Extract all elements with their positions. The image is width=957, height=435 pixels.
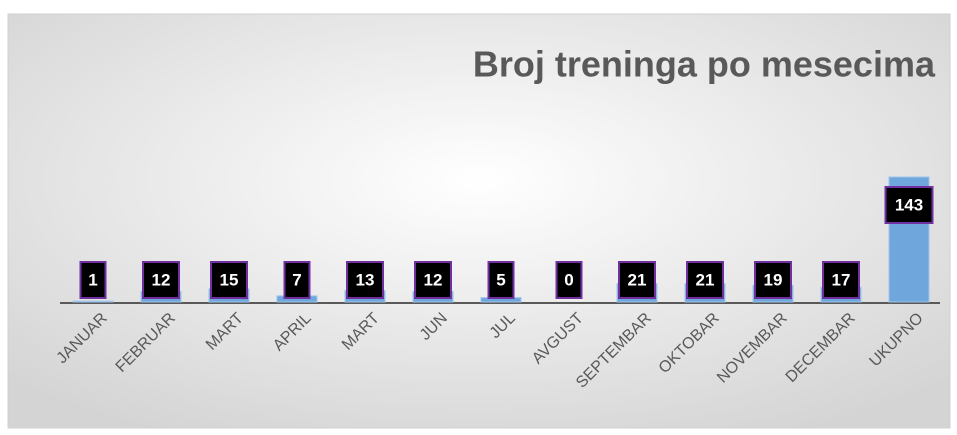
data-label: 17	[832, 270, 851, 289]
data-label: 7	[292, 270, 301, 289]
data-label-box	[618, 261, 656, 299]
data-label-box	[210, 261, 248, 299]
data-label-box	[414, 261, 452, 299]
data-label-box	[79, 261, 107, 299]
bar	[72, 300, 114, 303]
data-label: 21	[696, 270, 715, 289]
data-label: 143	[895, 195, 923, 214]
data-label-box	[555, 261, 583, 299]
data-label: 12	[152, 270, 171, 289]
data-label: 13	[356, 270, 375, 289]
data-label: 5	[496, 270, 505, 289]
data-label: 21	[628, 270, 647, 289]
data-label: 19	[764, 270, 783, 289]
data-label: 12	[424, 270, 443, 289]
data-label: 0	[564, 270, 573, 289]
data-label-box	[754, 261, 792, 299]
chart-title: Broj treninga po mesecima	[473, 44, 936, 85]
data-label-box	[283, 261, 311, 299]
data-label-box	[346, 261, 384, 299]
data-label-box	[686, 261, 724, 299]
chart-background	[7, 13, 951, 429]
data-label: 15	[220, 270, 239, 289]
data-label-box	[487, 261, 515, 299]
data-label-box	[142, 261, 180, 299]
data-label-box	[822, 261, 860, 299]
data-label-box	[884, 186, 934, 224]
data-label: 1	[88, 270, 97, 289]
